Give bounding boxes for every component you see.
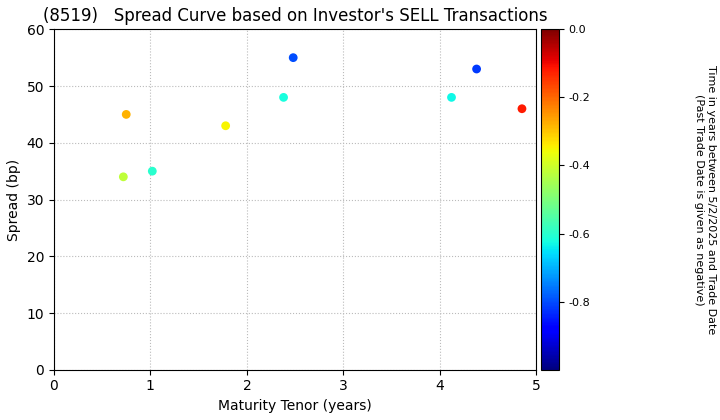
Point bbox=[117, 173, 129, 180]
Point bbox=[446, 94, 457, 101]
Y-axis label: Spread (bp): Spread (bp) bbox=[7, 158, 21, 241]
Point bbox=[278, 94, 289, 101]
Point bbox=[287, 54, 299, 61]
Point bbox=[471, 66, 482, 72]
X-axis label: Maturity Tenor (years): Maturity Tenor (years) bbox=[218, 399, 372, 413]
Point bbox=[516, 105, 528, 112]
Point bbox=[220, 122, 231, 129]
Y-axis label: Time in years between 5/2/2025 and Trade Date
(Past Trade Date is given as negat: Time in years between 5/2/2025 and Trade… bbox=[694, 65, 716, 334]
Title: (8519)   Spread Curve based on Investor's SELL Transactions: (8519) Spread Curve based on Investor's … bbox=[42, 7, 547, 25]
Point bbox=[147, 168, 158, 175]
Point bbox=[120, 111, 132, 118]
